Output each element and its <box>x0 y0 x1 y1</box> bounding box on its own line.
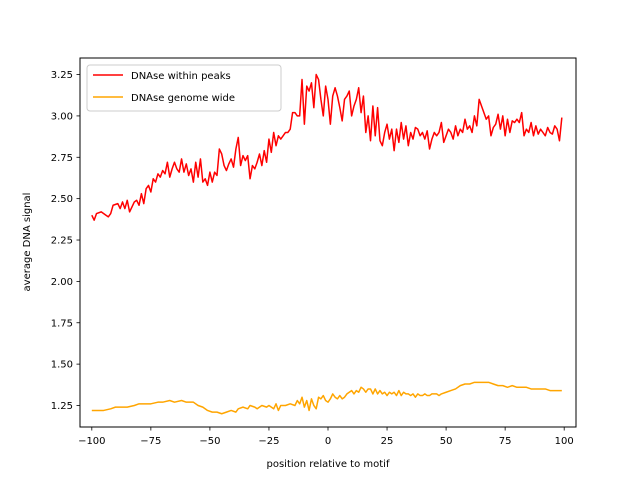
legend-label-within-peaks: DNAse within peaks <box>131 71 231 82</box>
legend-label-genome-wide: DNAse genome wide <box>131 93 235 104</box>
y-tick-label: 1.50 <box>51 360 73 371</box>
series-line-genome-wide <box>91 381 562 415</box>
x-tick-label: 0 <box>325 436 331 447</box>
x-axis-label: position relative to motif <box>267 459 390 470</box>
x-tick-label: 75 <box>499 436 512 447</box>
series-layer <box>91 73 563 415</box>
x-tick-label: −25 <box>258 436 279 447</box>
y-tick-label: 2.25 <box>51 236 73 247</box>
y-tick-label: 2.50 <box>51 194 73 205</box>
y-tick-label: 2.00 <box>51 277 73 288</box>
x-tick-label: −75 <box>140 436 161 447</box>
y-axis-label: average DNA signal <box>22 193 33 292</box>
x-tick-label: 25 <box>381 436 394 447</box>
y-tick-label: 3.00 <box>51 111 73 122</box>
y-tick-label: 2.75 <box>51 153 73 164</box>
y-tick-label: 1.25 <box>51 401 73 412</box>
legend: DNAse within peaks DNAse genome wide <box>86 64 282 112</box>
y-axis: 1.25 1.50 1.75 2.00 2.25 2.50 2.75 3.00 3.25 <box>51 70 80 412</box>
y-tick-label: 1.75 <box>51 318 73 329</box>
y-tick-label: 3.25 <box>51 70 73 81</box>
x-tick-label: −100 <box>78 436 105 447</box>
x-tick-label: 100 <box>555 436 574 447</box>
x-axis: −100 −75 −50 −25 0 25 50 75 100 <box>78 427 574 447</box>
legend-box <box>86 64 282 112</box>
x-tick-label: −50 <box>199 436 220 447</box>
series-line-within-peaks <box>91 73 563 221</box>
x-tick-label: 50 <box>440 436 453 447</box>
